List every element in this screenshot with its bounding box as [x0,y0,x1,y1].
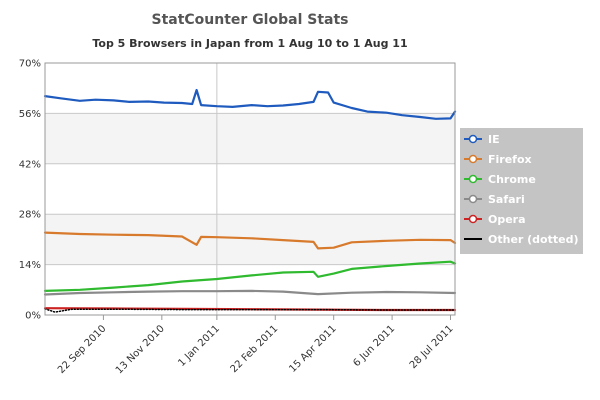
x-tick-label: 1 Jan 2011 [176,323,222,369]
legend-swatch-marker [468,154,478,164]
legend-swatch-marker [468,194,478,204]
plot-border [44,62,456,316]
y-axis: 0% 14% 28% 42% 56% 70% [19,59,41,322]
grid-band [45,113,455,164]
axes [44,62,456,316]
chart-title: StatCounter Global Stats [151,12,348,28]
y-tick-label: 42% [19,159,41,170]
grid-band [45,214,455,265]
x-tick-label: 13 Nov 2010 [114,323,167,376]
x-tick-label: 15 Apr 2011 [287,323,339,375]
x-tick-label: 28 Jul 2011 [408,323,456,371]
series-line [43,289,457,296]
x-tick-label: 22 Feb 2011 [229,323,281,375]
x-tick-label: 22 Sep 2010 [56,323,109,376]
legend-swatch-marker [468,214,478,224]
legend-label: Chrome [488,173,536,186]
series-line [43,88,457,120]
series-line [44,308,456,313]
legend: IE Firefox Chrome Safari Opera Other (dotted) [460,128,583,254]
series-line [43,260,457,292]
legend-label: Opera [488,213,526,226]
x-axis: 22 Sep 2010 13 Nov 2010 1 Jan 2011 22 Feb 2… [56,315,456,376]
x-tick-label: 6 Jun 2011 [351,323,397,369]
legend-label: Other (dotted) [488,233,579,246]
y-tick-label: 70% [19,59,41,70]
legend-swatch-marker [468,174,478,184]
y-tick-label: 28% [19,210,41,221]
y-tick-label: 14% [19,260,41,271]
legend-swatch-marker [468,134,478,144]
series-layer [43,88,457,313]
legend-label: IE [488,133,500,146]
chart-subtitle: Top 5 Browsers in Japan from 1 Aug 10 to… [92,37,407,50]
legend-label: Firefox [488,153,532,166]
y-tick-label: 0% [25,311,41,322]
legend-box [460,128,583,254]
legend-label: Safari [488,193,525,206]
y-tick-label: 56% [19,109,41,120]
series-line [43,231,457,250]
